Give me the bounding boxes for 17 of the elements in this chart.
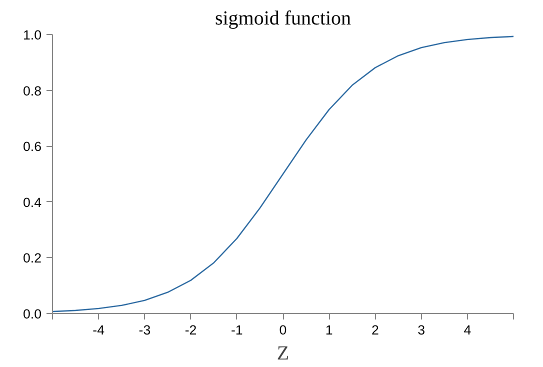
x-tick-label: -1 [230,322,243,338]
y-tick-label: 0.0 [22,306,42,322]
y-tick-label: 0.8 [22,83,42,98]
y-tick-label: 0.6 [22,139,42,154]
x-tick-label: -4 [92,322,106,338]
x-tick-label: 4 [464,322,472,338]
x-tick-label: 0 [279,322,287,338]
y-tick-label: 0.2 [22,250,42,266]
x-tick-label: 1 [325,322,333,338]
y-tick-label: 0.4 [22,194,42,210]
x-tick-label: -3 [138,322,151,338]
x-tick-label: -2 [184,322,197,338]
x-tick-label: 2 [371,322,379,338]
x-axis-title: Z [276,342,290,364]
chart-title: sigmoid function [214,8,352,30]
y-tick-label: 1.0 [22,28,42,42]
x-tick-label: 3 [418,322,426,338]
